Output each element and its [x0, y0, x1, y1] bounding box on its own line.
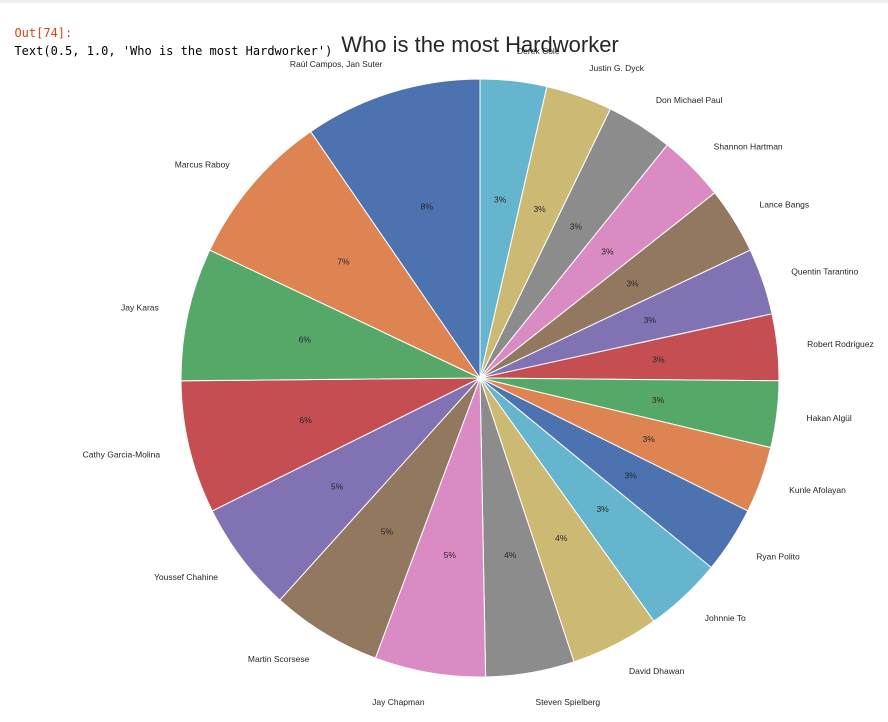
pie-slice [180, 377, 481, 512]
slice-label: Shannon Hartman [714, 142, 783, 152]
slice-percent-label: 4% [555, 533, 568, 543]
slice-percent-label: 3% [644, 315, 657, 325]
cell-top-border [0, 0, 888, 3]
slice-percent-label: 6% [299, 415, 312, 425]
pie-labels: Derek Cole 3% Justin G. Dyck 3% Don Michael … [83, 46, 874, 707]
slice-percent-label: 5% [444, 550, 457, 560]
slice-label: Don Michael Paul [656, 95, 723, 105]
pie-slice [209, 130, 482, 380]
slice-label: Cathy Garcia-Molina [83, 450, 161, 460]
slice-percent-label: 3% [533, 204, 546, 214]
slice-percent-label: 3% [626, 278, 639, 288]
slice-label: Jay Karas [121, 302, 159, 312]
slice-label: Marcus Raboy [175, 160, 231, 170]
slice-percent-label: 7% [337, 257, 350, 267]
pie-slice [309, 78, 481, 380]
slice-label: Steven Spielberg [535, 697, 600, 707]
chart-title: Who is the most Hardworker [341, 32, 619, 57]
slice-label: Kunle Afolayan [789, 485, 846, 495]
slice-label: Johnnie To [705, 613, 746, 623]
slice-percent-label: 6% [299, 334, 312, 344]
slice-percent-label: 4% [504, 550, 517, 560]
pie-slice [180, 249, 481, 382]
slice-percent-label: 3% [652, 395, 665, 405]
slice-label: Derek Cole [517, 46, 560, 56]
slice-label: Robert Rodriguez [807, 339, 874, 349]
slice-label: Youssef Chahine [154, 572, 218, 582]
output-prompt: Out[74]: [14, 26, 73, 40]
slice-percent-label: 3% [570, 221, 583, 231]
slice-label: Raúl Campos, Jan Suter [290, 59, 383, 69]
output-text: Text(0.5, 1.0, 'Who is the most Hardwork… [14, 44, 333, 58]
slice-label: David Dhawan [629, 666, 685, 676]
slice-percent-label: 5% [381, 526, 394, 536]
slice-label: Ryan Polito [756, 552, 800, 562]
slice-percent-label: 8% [421, 202, 434, 212]
slice-percent-label: 3% [625, 470, 638, 480]
slice-percent-label: 3% [596, 504, 609, 514]
slice-percent-label: 3% [494, 195, 507, 205]
slice-percent-label: 5% [331, 481, 344, 491]
slice-label: Lance Bangs [760, 200, 810, 210]
slice-percent-label: 3% [642, 434, 655, 444]
pie-slices [180, 78, 780, 678]
slice-label: Hakan Algül [806, 413, 851, 423]
slice-label: Quentin Tarantino [791, 267, 858, 277]
slice-percent-label: 3% [652, 354, 665, 364]
slice-label: Jay Chapman [372, 697, 425, 707]
slice-label: Justin G. Dyck [589, 63, 645, 73]
output-row: Out[74]: Text(0.5, 1.0, 'Who is the most… [0, 6, 332, 58]
slice-label: Martin Scorsese [248, 654, 310, 664]
slice-percent-label: 3% [601, 247, 614, 257]
